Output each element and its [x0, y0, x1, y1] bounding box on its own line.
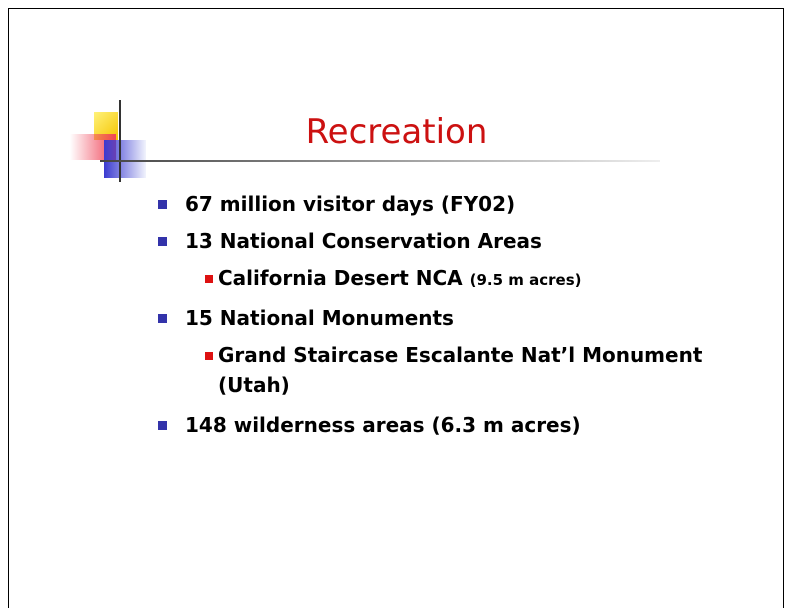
sub-bullet-marker — [205, 275, 213, 283]
bullet-item: 148 wilderness areas (6.3 m acres) — [185, 410, 745, 440]
bullet-item: 67 million visitor days (FY02) — [185, 189, 745, 219]
slide-title: Recreation — [305, 112, 488, 152]
bullet-marker — [158, 237, 167, 246]
sub-bullet-item: California Desert NCA (9.5 m acres) — [218, 263, 738, 295]
sub-bullet-note: (9.5 m acres) — [469, 271, 582, 289]
slide-frame — [8, 8, 784, 608]
title-rule — [100, 160, 660, 162]
bullet-marker — [158, 200, 167, 209]
logo-blue — [104, 140, 146, 178]
bullet-marker — [158, 421, 167, 430]
bullet-text: 148 wilderness areas (6.3 m acres) — [185, 413, 581, 437]
bullet-text: 13 National Conservation Areas — [185, 229, 542, 253]
sub-bullet-marker — [205, 352, 213, 360]
sub-bullet-item: Grand Staircase Escalante Nat’l Monument… — [218, 340, 738, 400]
bullet-text: 15 National Monuments — [185, 306, 454, 330]
bullet-text: 67 million visitor days (FY02) — [185, 192, 516, 216]
logo-vline — [119, 100, 121, 182]
sub-bullet-text: Grand Staircase Escalante Nat’l Monument… — [218, 343, 703, 397]
bullet-item: 13 National Conservation Areas — [185, 226, 745, 256]
sub-bullet-text: California Desert NCA — [218, 266, 463, 290]
bullet-marker — [158, 314, 167, 323]
bullet-item: 15 National Monuments — [185, 303, 745, 333]
